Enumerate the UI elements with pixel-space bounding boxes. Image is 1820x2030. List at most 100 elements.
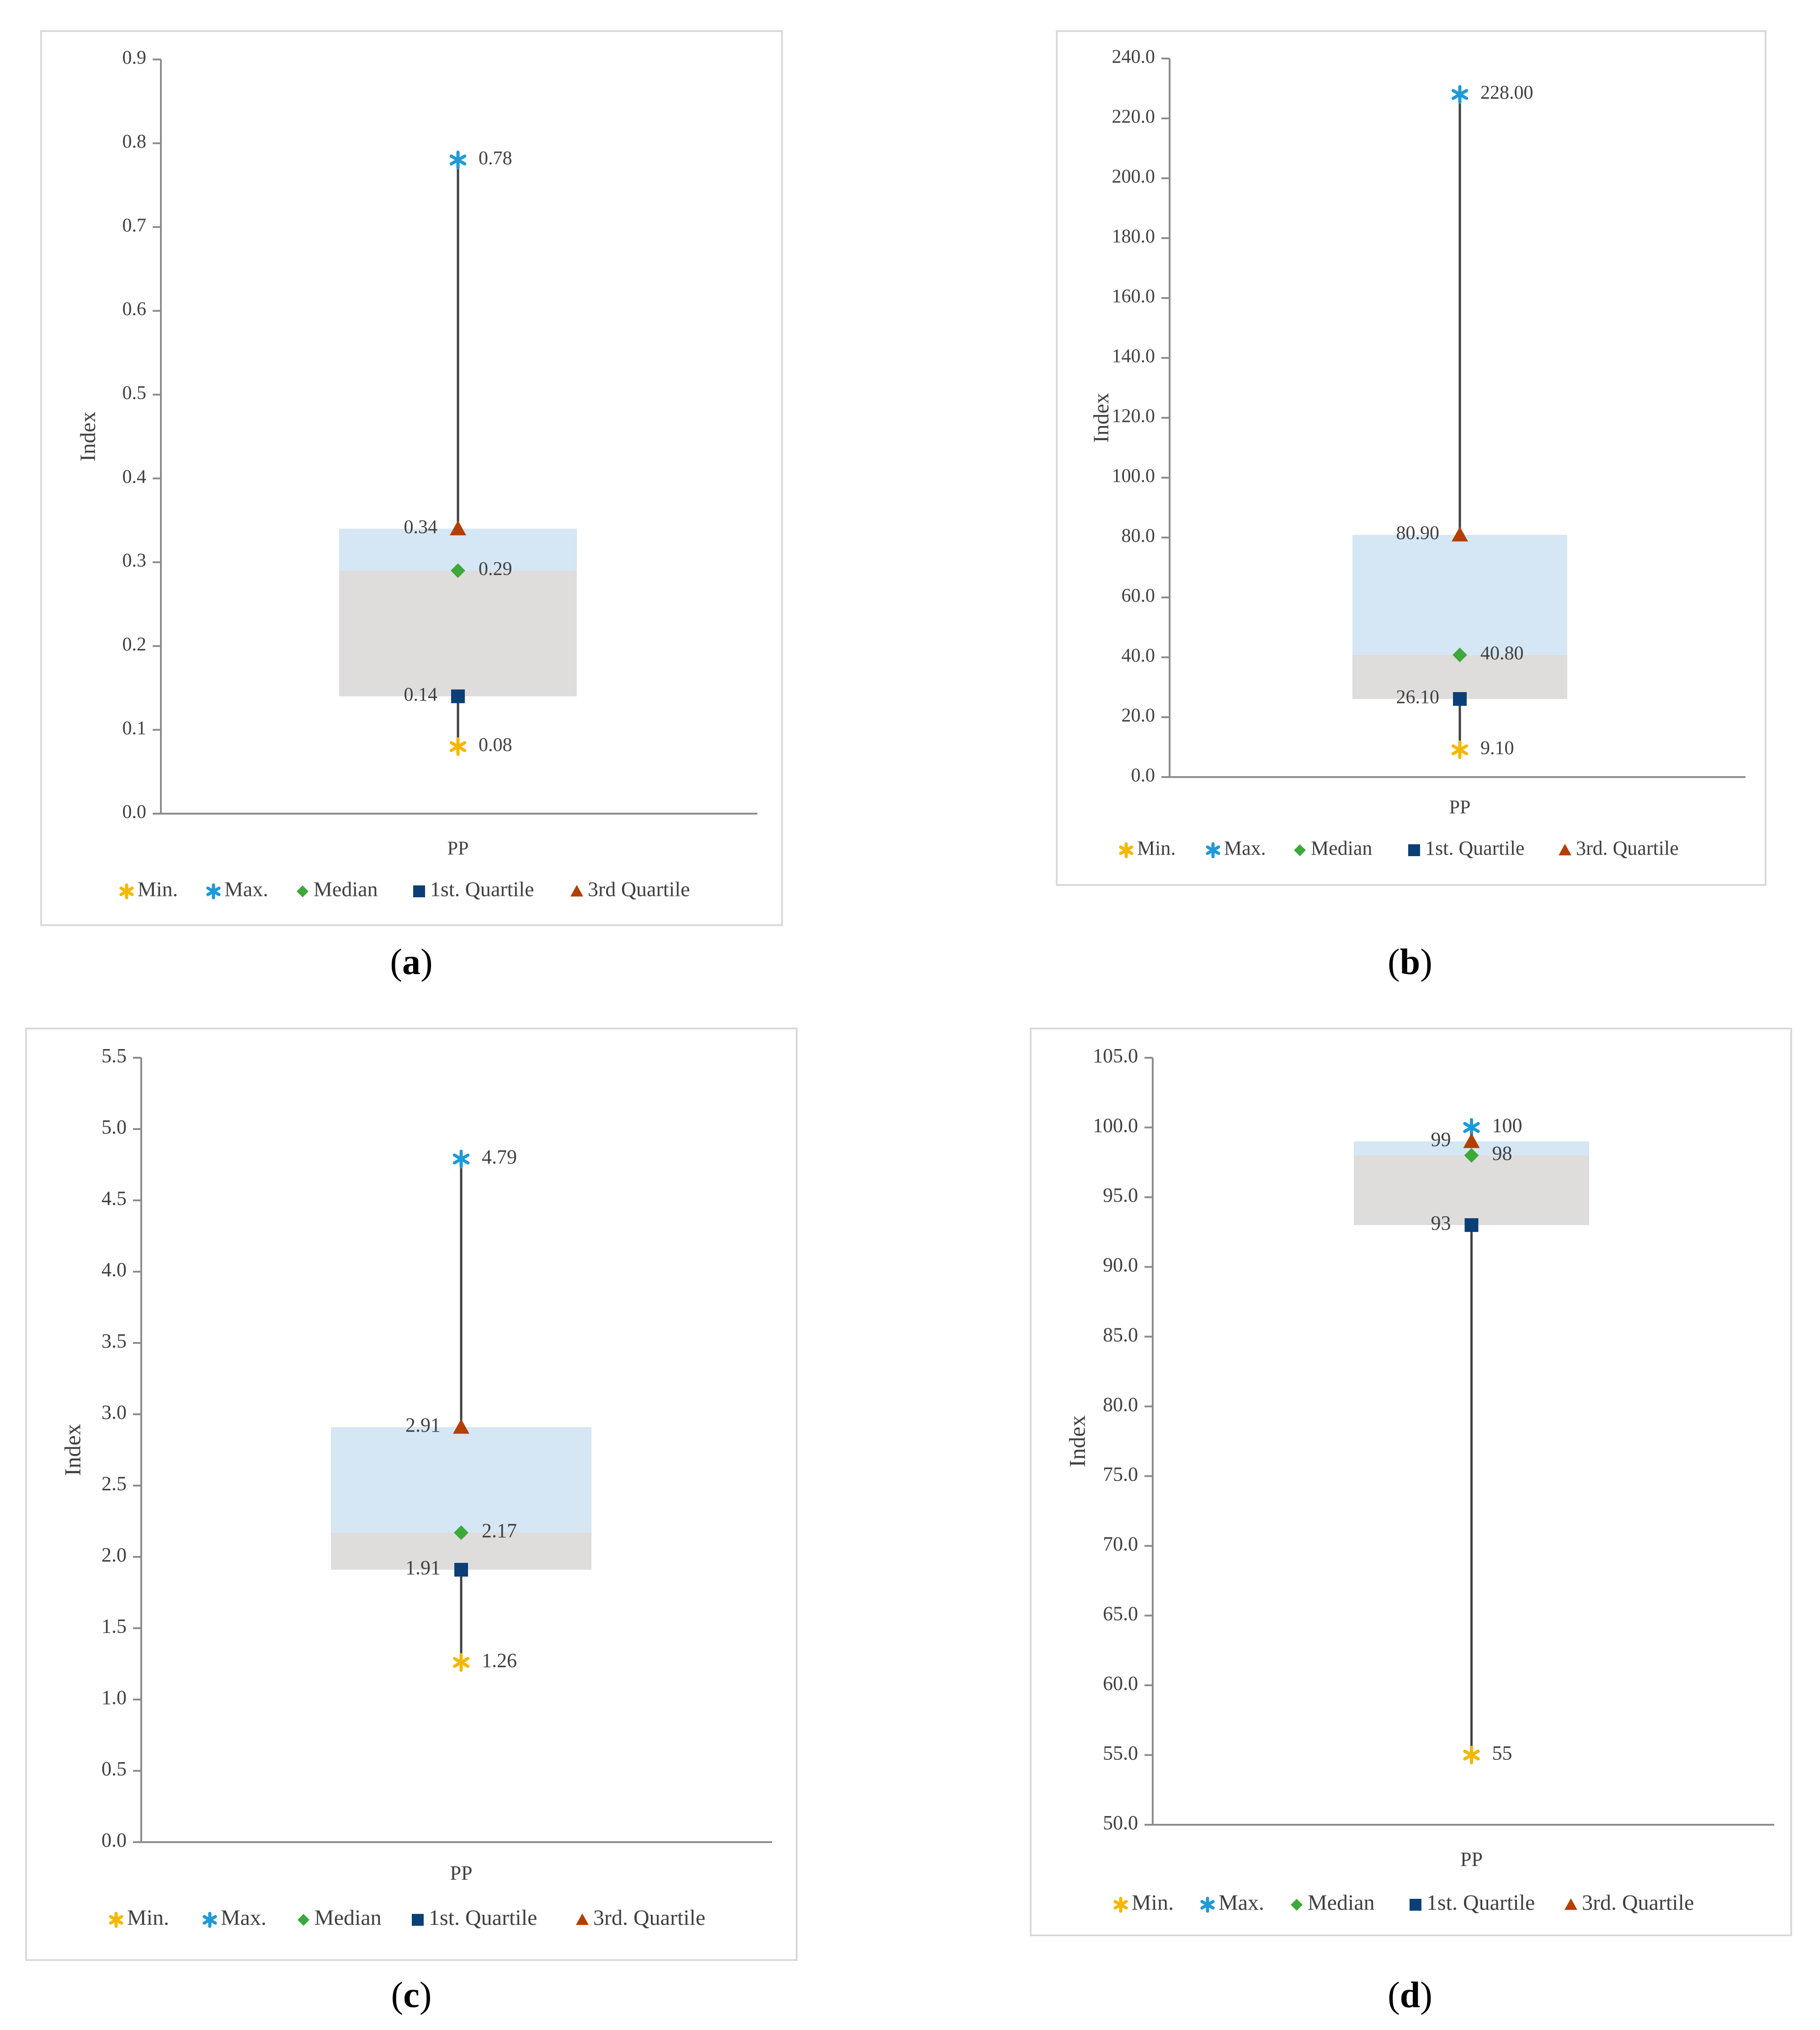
y-tick-label: 0.0: [1131, 765, 1155, 786]
y-tick-label: 20.0: [1122, 705, 1155, 726]
y-tick-label: 4.5: [101, 1187, 127, 1209]
min-data-label: 9.10: [1480, 738, 1514, 759]
q3-data-label: 2.91: [405, 1414, 441, 1436]
q1-data-label: 1.91: [405, 1556, 441, 1579]
legend-q1-icon: [412, 1914, 424, 1926]
y-tick-label: 120.0: [1112, 406, 1155, 427]
x-category-label: PP: [1460, 1848, 1483, 1870]
max-marker: [1463, 1118, 1480, 1137]
median-data-label: 98: [1492, 1142, 1512, 1165]
legend-max-icon: [1206, 842, 1220, 858]
q1-marker: [1464, 1218, 1479, 1232]
legend-max-icon: [1200, 1897, 1215, 1913]
legend-max-label: Max.: [224, 878, 268, 901]
max-marker: [452, 1150, 470, 1169]
legend-median-label: Median: [314, 878, 378, 901]
median-marker: [451, 563, 465, 578]
q3-data-label: 80.90: [1396, 523, 1440, 544]
legend-q3-label: 3rd. Quartile: [593, 1906, 705, 1930]
q3-marker: [1452, 527, 1468, 542]
legend-min-label: Min.: [1137, 837, 1176, 859]
legend-median-label: Median: [1311, 837, 1372, 859]
legend-min-icon: [1113, 1897, 1128, 1913]
median-data-label: 0.29: [479, 559, 512, 580]
median-data-label: 2.17: [482, 1519, 517, 1542]
legend-min-icon: [1119, 842, 1134, 858]
y-axis-title: Index: [1064, 1415, 1090, 1467]
y-tick-label: 105.0: [1093, 1044, 1138, 1067]
legend-median-icon: [297, 885, 309, 897]
y-axis-title: Index: [76, 411, 100, 461]
y-tick-label: 160.0: [1112, 286, 1155, 307]
y-tick-label: 140.0: [1112, 346, 1155, 367]
y-tick-label: 65.0: [1103, 1602, 1138, 1625]
caption-d: (d): [1388, 1975, 1432, 2015]
y-tick-label: 60.0: [1122, 586, 1155, 607]
box-upper-segment: [331, 1427, 591, 1533]
legend-median-label: Median: [314, 1906, 382, 1930]
legend-median-icon: [1294, 844, 1306, 856]
legend-max-label: Max.: [221, 1906, 266, 1930]
y-tick-label: 0.2: [122, 634, 147, 655]
y-tick-label: 2.0: [101, 1544, 127, 1566]
q1-marker: [451, 689, 465, 703]
legend-min-icon: [109, 1912, 123, 1928]
q1-data-label: 26.10: [1396, 687, 1440, 708]
y-tick-label: 55.0: [1103, 1742, 1138, 1764]
y-tick-label: 60.0: [1103, 1672, 1138, 1694]
y-tick-label: 1.0: [101, 1686, 127, 1709]
legend-max-icon: [206, 883, 221, 900]
y-tick-label: 0.5: [122, 383, 147, 404]
q3-marker: [453, 1419, 469, 1434]
y-axis-title: Index: [1089, 393, 1113, 442]
y-tick-label: 85.0: [1103, 1323, 1138, 1346]
q1-data-label: 93: [1431, 1212, 1451, 1234]
y-tick-label: 90.0: [1103, 1254, 1138, 1276]
y-tick-label: 80.0: [1103, 1393, 1138, 1416]
legend-min-label: Min.: [127, 1906, 169, 1930]
y-axis-title: Index: [59, 1424, 85, 1476]
y-tick-label: 0.1: [122, 718, 147, 739]
q3-data-label: 99: [1431, 1128, 1451, 1151]
caption-b: (b): [1388, 942, 1432, 982]
q3-data-label: 0.34: [404, 517, 438, 538]
y-tick-label: 0.5: [101, 1758, 127, 1780]
q3-marker: [1463, 1133, 1480, 1148]
max-marker: [449, 150, 467, 170]
legend-q1-label: 1st. Quartile: [430, 878, 534, 901]
chart-panel-b: 0.0 20.0 40.0 60.0 80.0 100.0 120.0 140.0 160.0 1…: [1056, 30, 1767, 886]
y-tick-label: 0.7: [122, 215, 147, 236]
max-data-label: 0.78: [479, 148, 512, 169]
y-tick-label: 5.5: [101, 1044, 127, 1067]
max-data-label: 4.79: [482, 1146, 517, 1168]
chart-panel-a: 0.0 0.1 0.2 0.3 0.4 0.5 0.6 0.7 0.8 0.9 Index PP 0.7…: [40, 30, 783, 926]
y-tick-label: 5.0: [101, 1116, 127, 1138]
y-tick-label: 3.0: [101, 1401, 127, 1423]
y-tick-label: 0.4: [122, 466, 147, 487]
y-tick-label: 220.0: [1112, 107, 1155, 128]
caption-c: (c): [391, 1975, 432, 2015]
y-tick-label: 240.0: [1112, 47, 1155, 68]
legend-q1-icon: [1408, 844, 1420, 856]
median-marker: [454, 1525, 468, 1540]
legend-median-label: Median: [1308, 1891, 1375, 1915]
y-tick-label: 1.5: [101, 1615, 127, 1637]
y-tick-label: 70.0: [1103, 1533, 1138, 1555]
max-data-label: 228.00: [1480, 82, 1533, 103]
min-data-label: 0.08: [479, 735, 512, 756]
min-data-label: 1.26: [482, 1649, 517, 1672]
legend-min-label: Min.: [138, 878, 178, 901]
legend-max-label: Max.: [1219, 1891, 1264, 1915]
max-data-label: 100: [1492, 1114, 1522, 1137]
q3-marker: [450, 520, 466, 536]
legend-q1-icon: [1410, 1899, 1421, 1911]
x-category-label: PP: [450, 1862, 473, 1884]
y-tick-label: 40.0: [1122, 645, 1155, 666]
legend-min-icon: [119, 883, 134, 900]
box-lower-segment: [1354, 1155, 1589, 1225]
min-marker: [1451, 740, 1469, 759]
chart-svg-c: 0.0 0.5 1.0 1.5 2.0 2.5 3.0 3.5 4.0 4.5 5.0 5.5 Inde…: [59, 1044, 772, 1930]
y-tick-label: 0.3: [122, 550, 147, 571]
y-tick-label: 75.0: [1103, 1463, 1138, 1485]
median-marker: [1453, 647, 1467, 662]
